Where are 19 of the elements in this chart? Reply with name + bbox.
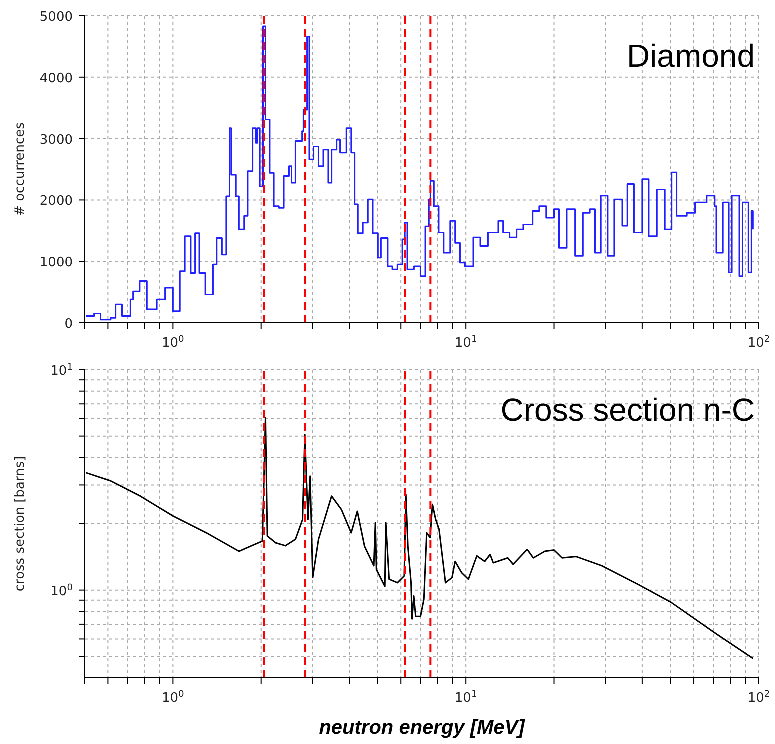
y-tick-label: 4000	[40, 71, 73, 86]
x-tick-label: 10$^{2}$	[748, 335, 770, 351]
x-tick-label: 10$^{2}$	[748, 690, 770, 706]
text: Cross section n-C	[500, 392, 755, 429]
text: Diamond	[626, 38, 755, 75]
y-tick-label: 0	[64, 317, 73, 332]
x-tick-label: 10$^{1}$	[454, 335, 478, 351]
y-axis-title: cross section [barns]	[13, 456, 28, 592]
y-tick-label: 5000	[40, 10, 73, 25]
y-axis-title: # occurrences	[13, 122, 28, 216]
x-axis-title: neutron energy [MeV]	[319, 717, 526, 739]
x-tick-label: 10$^{0}$	[162, 335, 185, 351]
y-tick-label: 1000	[40, 256, 73, 271]
x-tick-label: 10$^{1}$	[454, 690, 478, 706]
y-tick-label: 10$^{0}$	[50, 583, 74, 600]
x-tick-label: 10$^{0}$	[162, 690, 185, 706]
y-tick-label: 2000	[40, 194, 73, 210]
y-tick-label: 10$^{1}$	[50, 363, 73, 379]
y-tick-label: 3000	[40, 132, 73, 148]
